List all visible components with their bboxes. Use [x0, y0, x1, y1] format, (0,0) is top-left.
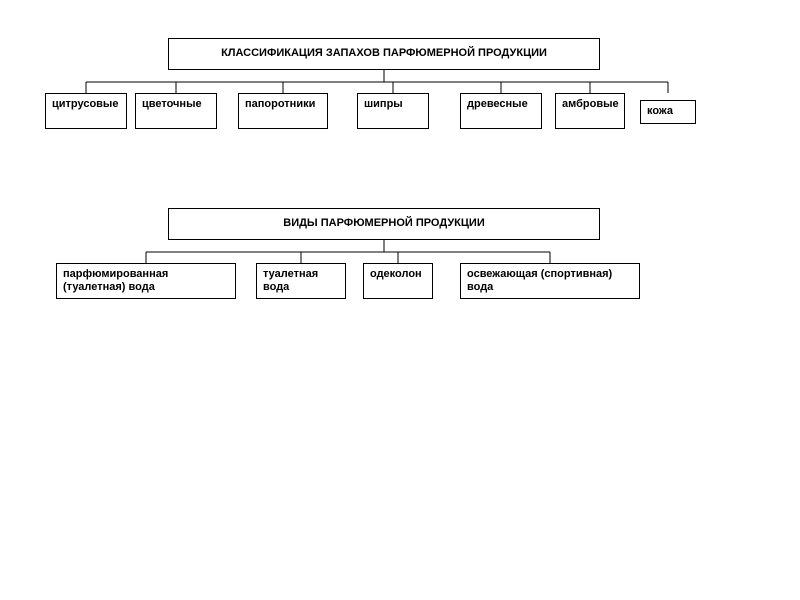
diagram2-child-3: освежающая (спортивная) вода	[460, 263, 640, 299]
diagram1-child-4: древесные	[460, 93, 542, 129]
diagram1-child-1: цветочные	[135, 93, 217, 129]
diagram1-child-2: папоротники	[238, 93, 328, 129]
diagram1-child-3: шипры	[357, 93, 429, 129]
diagram2-child-2: одеколон	[363, 263, 433, 299]
diagram2-title-box: ВИДЫ ПАРФЮМЕРНОЙ ПРОДУКЦИИ	[168, 208, 600, 240]
diagram1-child-0: цитрусовые	[45, 93, 127, 129]
diagram1-child-5: амбровые	[555, 93, 625, 129]
diagram1-title-box: КЛАССИФИКАЦИЯ ЗАПАХОВ ПАРФЮМЕРНОЙ ПРОДУК…	[168, 38, 600, 70]
diagram2-child-1: туалетная вода	[256, 263, 346, 299]
diagram2-child-0: парфюмированная (туалетная) вода	[56, 263, 236, 299]
diagram1-child-6: кожа	[640, 100, 696, 124]
connectors-svg	[0, 0, 800, 600]
